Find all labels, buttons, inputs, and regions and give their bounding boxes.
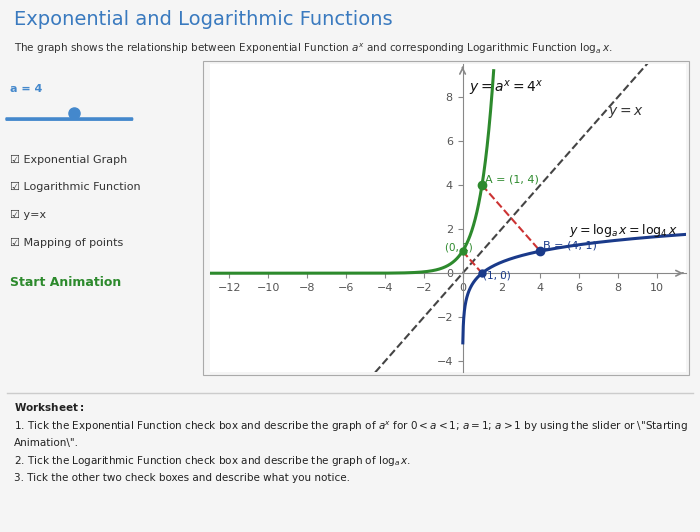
Text: Exponential and Logarithmic Functions: Exponential and Logarithmic Functions (14, 10, 393, 29)
Text: (1, 0): (1, 0) (483, 271, 511, 281)
Text: $\bf{Worksheet:}$
1. Tick the Exponential Function check box and describe the gr: $\bf{Worksheet:}$ 1. Tick the Exponentia… (14, 401, 687, 483)
Text: a = 4: a = 4 (10, 84, 43, 94)
Text: ☑ y=x: ☑ y=x (10, 210, 47, 220)
Text: ☑ Mapping of points: ☑ Mapping of points (10, 238, 124, 248)
Text: $y = a^x = 4^x$: $y = a^x = 4^x$ (470, 79, 544, 98)
FancyBboxPatch shape (6, 117, 133, 121)
Text: ☑ Exponential Graph: ☑ Exponential Graph (10, 155, 127, 164)
Text: (0, 1): (0, 1) (445, 242, 472, 252)
Text: $y = \log_a x = \log_4 x$: $y = \log_a x = \log_4 x$ (569, 221, 679, 238)
Text: A = (1, 4): A = (1, 4) (485, 175, 539, 185)
Text: B = (4, 1): B = (4, 1) (543, 241, 597, 251)
Text: The graph shows the relationship between Exponential Function $a^x$ and correspo: The graph shows the relationship between… (14, 41, 612, 56)
Text: Start Animation: Start Animation (10, 276, 122, 289)
Text: $y = x$: $y = x$ (608, 104, 644, 120)
Text: ☑ Logarithmic Function: ☑ Logarithmic Function (10, 182, 141, 193)
